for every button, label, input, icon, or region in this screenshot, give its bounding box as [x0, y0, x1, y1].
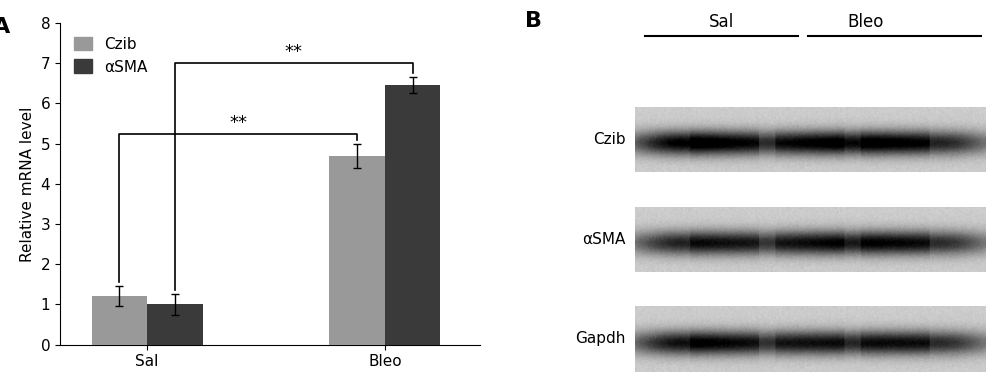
Legend: Czib, αSMA: Czib, αSMA	[68, 31, 154, 80]
Text: Sal: Sal	[709, 13, 734, 31]
Bar	[385, 85, 440, 345]
Text: Bleo: Bleo	[847, 13, 884, 31]
Text: B: B	[525, 11, 542, 31]
Bar	[147, 304, 203, 345]
Text: **: **	[285, 43, 303, 61]
Text: αSMA: αSMA	[582, 232, 626, 247]
Text: Gapdh: Gapdh	[575, 331, 626, 347]
Text: **: **	[229, 114, 247, 132]
Bar	[329, 155, 385, 345]
Text: A: A	[0, 16, 10, 36]
Text: Czib: Czib	[593, 132, 626, 147]
Bar	[92, 296, 147, 345]
Y-axis label: Relative mRNA level: Relative mRNA level	[20, 106, 35, 262]
